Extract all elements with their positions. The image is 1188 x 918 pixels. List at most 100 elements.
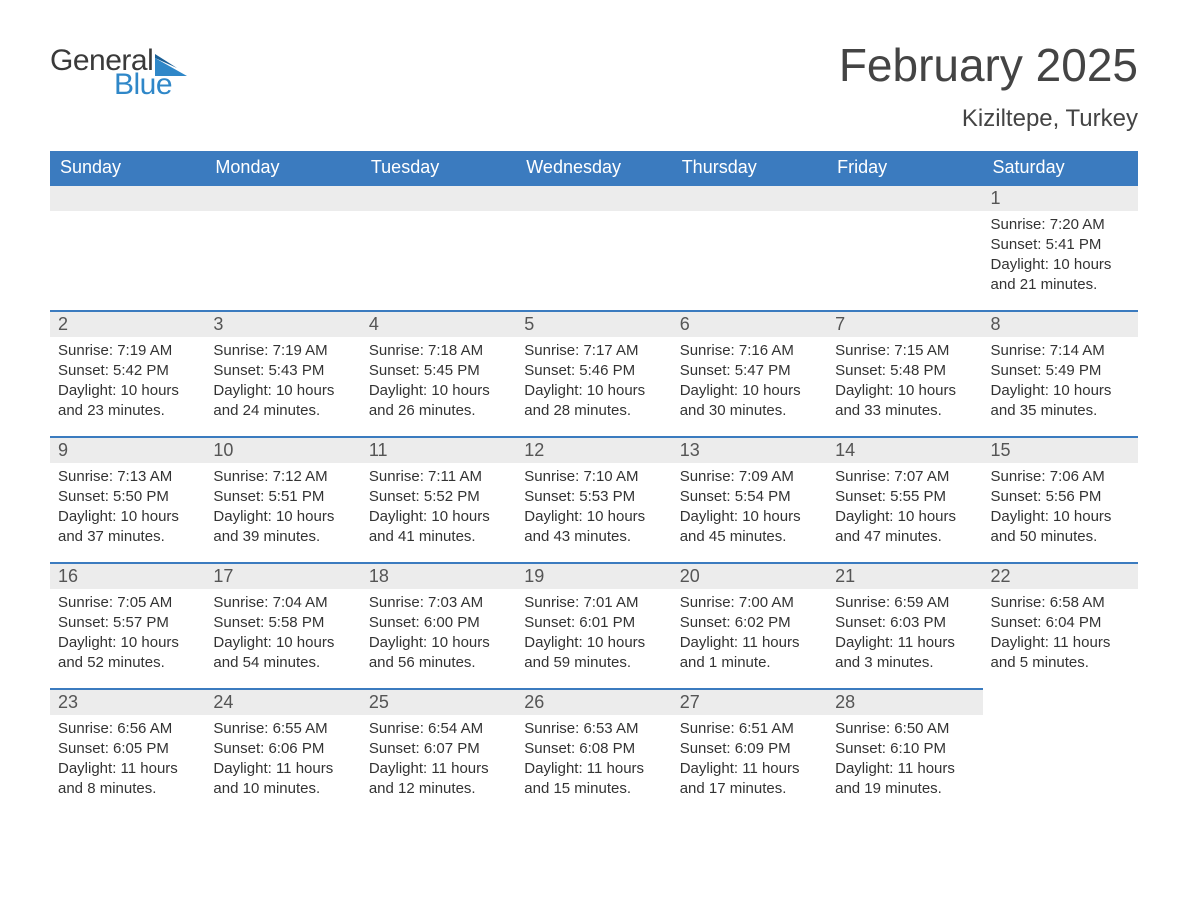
daylight-line: Daylight: 10 hours and 43 minutes. [524, 507, 663, 548]
sunset-line: Sunset: 5:52 PM [369, 487, 508, 507]
calendar-cell: 1Sunrise: 7:20 AMSunset: 5:41 PMDaylight… [983, 184, 1138, 310]
day-number: 5 [516, 310, 671, 337]
sunrise-line: Sunrise: 7:14 AM [991, 341, 1130, 361]
sunrise-line: Sunrise: 7:12 AM [213, 467, 352, 487]
calendar-cell: 20Sunrise: 7:00 AMSunset: 6:02 PMDayligh… [672, 562, 827, 688]
day-details: Sunrise: 7:18 AMSunset: 5:45 PMDaylight:… [361, 337, 516, 422]
daylight-line: Daylight: 10 hours and 50 minutes. [991, 507, 1130, 548]
day-details: Sunrise: 6:51 AMSunset: 6:09 PMDaylight:… [672, 715, 827, 800]
calendar-cell [983, 688, 1138, 814]
day-number: 18 [361, 562, 516, 589]
day-number: 19 [516, 562, 671, 589]
day-header: Sunday [50, 151, 205, 184]
sunset-line: Sunset: 6:03 PM [835, 613, 974, 633]
sunset-line: Sunset: 6:09 PM [680, 739, 819, 759]
day-details: Sunrise: 7:00 AMSunset: 6:02 PMDaylight:… [672, 589, 827, 674]
calendar-cell: 26Sunrise: 6:53 AMSunset: 6:08 PMDayligh… [516, 688, 671, 814]
calendar-cell: 24Sunrise: 6:55 AMSunset: 6:06 PMDayligh… [205, 688, 360, 814]
day-number: 11 [361, 436, 516, 463]
daylight-line: Daylight: 10 hours and 26 minutes. [369, 381, 508, 422]
calendar-body: 1Sunrise: 7:20 AMSunset: 5:41 PMDaylight… [50, 184, 1138, 814]
day-details: Sunrise: 6:53 AMSunset: 6:08 PMDaylight:… [516, 715, 671, 800]
day-details: Sunrise: 7:01 AMSunset: 6:01 PMDaylight:… [516, 589, 671, 674]
calendar-table: SundayMondayTuesdayWednesdayThursdayFrid… [50, 151, 1138, 814]
day-details: Sunrise: 7:16 AMSunset: 5:47 PMDaylight:… [672, 337, 827, 422]
sunrise-line: Sunrise: 7:06 AM [991, 467, 1130, 487]
daylight-line: Daylight: 10 hours and 47 minutes. [835, 507, 974, 548]
calendar-cell: 13Sunrise: 7:09 AMSunset: 5:54 PMDayligh… [672, 436, 827, 562]
sunset-line: Sunset: 6:01 PM [524, 613, 663, 633]
day-number: 23 [50, 688, 205, 715]
calendar-cell [672, 184, 827, 310]
day-number: 15 [983, 436, 1138, 463]
month-title: February 2025 [839, 40, 1138, 91]
sunrise-line: Sunrise: 7:01 AM [524, 593, 663, 613]
day-details: Sunrise: 7:13 AMSunset: 5:50 PMDaylight:… [50, 463, 205, 548]
sunset-line: Sunset: 6:10 PM [835, 739, 974, 759]
daylight-line: Daylight: 10 hours and 41 minutes. [369, 507, 508, 548]
sunrise-line: Sunrise: 7:00 AM [680, 593, 819, 613]
sunrise-line: Sunrise: 7:20 AM [991, 215, 1130, 235]
day-number: 4 [361, 310, 516, 337]
sunset-line: Sunset: 5:56 PM [991, 487, 1130, 507]
day-number: 2 [50, 310, 205, 337]
calendar-cell: 15Sunrise: 7:06 AMSunset: 5:56 PMDayligh… [983, 436, 1138, 562]
calendar-cell: 8Sunrise: 7:14 AMSunset: 5:49 PMDaylight… [983, 310, 1138, 436]
sunset-line: Sunset: 6:02 PM [680, 613, 819, 633]
calendar-cell [205, 184, 360, 310]
daylight-line: Daylight: 11 hours and 10 minutes. [213, 759, 352, 800]
sunset-line: Sunset: 5:54 PM [680, 487, 819, 507]
sunset-line: Sunset: 5:57 PM [58, 613, 197, 633]
day-number: 22 [983, 562, 1138, 589]
daylight-line: Daylight: 11 hours and 15 minutes. [524, 759, 663, 800]
calendar-cell: 11Sunrise: 7:11 AMSunset: 5:52 PMDayligh… [361, 436, 516, 562]
day-number [672, 184, 827, 211]
day-details: Sunrise: 7:09 AMSunset: 5:54 PMDaylight:… [672, 463, 827, 548]
calendar-cell [50, 184, 205, 310]
day-details: Sunrise: 7:12 AMSunset: 5:51 PMDaylight:… [205, 463, 360, 548]
day-number: 14 [827, 436, 982, 463]
sunrise-line: Sunrise: 7:11 AM [369, 467, 508, 487]
day-details: Sunrise: 6:50 AMSunset: 6:10 PMDaylight:… [827, 715, 982, 800]
calendar-cell: 4Sunrise: 7:18 AMSunset: 5:45 PMDaylight… [361, 310, 516, 436]
calendar-cell: 9Sunrise: 7:13 AMSunset: 5:50 PMDaylight… [50, 436, 205, 562]
day-number: 10 [205, 436, 360, 463]
calendar-cell [516, 184, 671, 310]
day-number: 25 [361, 688, 516, 715]
sunset-line: Sunset: 5:53 PM [524, 487, 663, 507]
daylight-line: Daylight: 11 hours and 8 minutes. [58, 759, 197, 800]
day-details: Sunrise: 7:17 AMSunset: 5:46 PMDaylight:… [516, 337, 671, 422]
daylight-line: Daylight: 10 hours and 24 minutes. [213, 381, 352, 422]
sunrise-line: Sunrise: 7:05 AM [58, 593, 197, 613]
sunset-line: Sunset: 5:50 PM [58, 487, 197, 507]
calendar-cell: 6Sunrise: 7:16 AMSunset: 5:47 PMDaylight… [672, 310, 827, 436]
sunset-line: Sunset: 5:48 PM [835, 361, 974, 381]
sunrise-line: Sunrise: 7:16 AM [680, 341, 819, 361]
sunrise-line: Sunrise: 7:04 AM [213, 593, 352, 613]
calendar-page: General Blue February 2025 Kiziltepe, Tu… [0, 0, 1188, 854]
sunrise-line: Sunrise: 6:55 AM [213, 719, 352, 739]
day-number: 3 [205, 310, 360, 337]
day-details: Sunrise: 7:11 AMSunset: 5:52 PMDaylight:… [361, 463, 516, 548]
sunset-line: Sunset: 5:47 PM [680, 361, 819, 381]
daylight-line: Daylight: 11 hours and 5 minutes. [991, 633, 1130, 674]
calendar-cell: 5Sunrise: 7:17 AMSunset: 5:46 PMDaylight… [516, 310, 671, 436]
daylight-line: Daylight: 10 hours and 23 minutes. [58, 381, 197, 422]
sunset-line: Sunset: 5:58 PM [213, 613, 352, 633]
daylight-line: Daylight: 10 hours and 39 minutes. [213, 507, 352, 548]
daylight-line: Daylight: 10 hours and 52 minutes. [58, 633, 197, 674]
calendar-cell: 22Sunrise: 6:58 AMSunset: 6:04 PMDayligh… [983, 562, 1138, 688]
day-number: 16 [50, 562, 205, 589]
calendar-cell: 12Sunrise: 7:10 AMSunset: 5:53 PMDayligh… [516, 436, 671, 562]
daylight-line: Daylight: 10 hours and 45 minutes. [680, 507, 819, 548]
calendar-cell: 3Sunrise: 7:19 AMSunset: 5:43 PMDaylight… [205, 310, 360, 436]
day-number: 9 [50, 436, 205, 463]
calendar-cell: 18Sunrise: 7:03 AMSunset: 6:00 PMDayligh… [361, 562, 516, 688]
day-details: Sunrise: 6:56 AMSunset: 6:05 PMDaylight:… [50, 715, 205, 800]
sunset-line: Sunset: 5:41 PM [991, 235, 1130, 255]
day-details: Sunrise: 7:06 AMSunset: 5:56 PMDaylight:… [983, 463, 1138, 548]
sunset-line: Sunset: 6:00 PM [369, 613, 508, 633]
day-details: Sunrise: 7:03 AMSunset: 6:00 PMDaylight:… [361, 589, 516, 674]
sunrise-line: Sunrise: 6:59 AM [835, 593, 974, 613]
daylight-line: Daylight: 11 hours and 1 minute. [680, 633, 819, 674]
